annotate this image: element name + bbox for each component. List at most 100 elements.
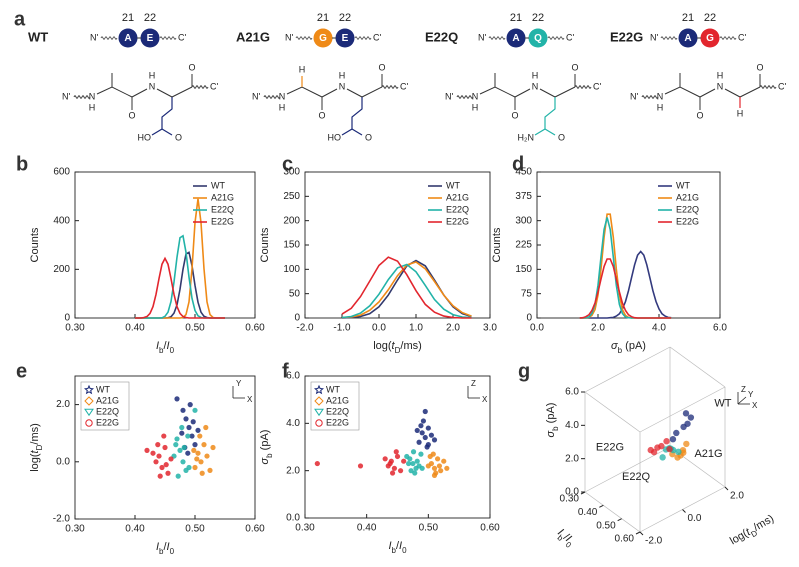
axis-label: σb (pA) [611,340,646,355]
c-terminus: C' [566,32,574,42]
fit-curve [341,261,472,319]
y-tick-label: 150 [515,264,532,275]
legend-box [80,381,130,431]
scatter-point [185,450,191,456]
scatter-point [654,444,661,451]
scatter-point [203,424,209,431]
atom-n: N [532,81,539,91]
residue-circle [313,28,333,48]
scatter-point [179,424,185,431]
x-tick-label: 0.50 [596,520,616,531]
scatter-point [687,414,695,421]
atom-h: H [339,70,346,80]
side-chain-atom: H [299,64,306,74]
y-tick-label: 200 [283,215,300,226]
scatter-point [431,437,438,443]
residue-circle [335,28,355,48]
scatter-point [663,438,670,445]
scatter-point [683,440,690,448]
scatter-point [393,449,399,455]
x-tick-label: 0.60 [245,323,265,334]
c-terminus: C' [210,81,218,91]
axis-label-part: 0 [564,540,574,550]
plot-frame [74,375,256,520]
scatter-point [387,460,393,467]
atom-n: N [279,91,286,101]
x-tick-label: 0.0 [372,323,386,334]
scatter-point [425,463,431,469]
side-chain-atom: HO [138,132,152,142]
y-tick-label: 100 [283,264,300,275]
x-tick-label: 0.60 [615,534,635,545]
y-tick-label: 400 [53,215,70,226]
scatter-point [394,453,401,460]
scatter-point [647,446,654,454]
y-tick-label: 450 [515,167,532,178]
backbone-wave [354,36,372,40]
axis-label: Ib/I0 [156,541,175,556]
legend-label: A21G [676,192,699,202]
axis-label-part: I [563,533,573,544]
n-terminus: N' [478,32,486,42]
legend-label: E22Q [211,204,234,214]
backbone-wave [660,36,678,40]
scatter-point [195,427,201,433]
y-tick-label: 50 [289,288,301,299]
backbone-wave [759,85,777,89]
scatter-point [174,436,180,442]
side-chain [544,128,556,136]
axis-label-part: D [395,346,401,355]
atom-o: O [318,110,325,120]
panel-letter: c [282,153,293,175]
scatter-point [155,442,161,448]
legend-marker [315,419,323,427]
legend-label: WT [211,180,225,190]
scatter-point [680,449,687,456]
legend-label: WT [676,180,690,190]
scatter-point [410,449,417,455]
backbone-wave [488,36,506,40]
x-tick-label: 0.40 [578,507,598,518]
scatter-point [419,430,425,436]
legend-label: E22Q [676,204,699,214]
y-tick-label: 600 [53,167,70,178]
atom-h: H [657,102,664,112]
y-tick-label: 150 [283,240,300,251]
scatter-point [186,424,192,431]
scatter-point [431,465,438,471]
atom-n: N [149,81,156,91]
x-tick-label: 2.0 [591,323,605,334]
x-tick [599,504,604,508]
scatter-point [210,444,216,451]
fit-curve [135,251,225,319]
y-tick-label: 4.0 [286,418,300,429]
axis-label-part: D [35,444,44,450]
panel-letter: a [14,8,26,30]
scatter-point [357,463,364,469]
backbone-wave [381,85,399,89]
residue-position: 21 [510,12,522,24]
backbone-wave [547,36,565,40]
scatter-point [425,442,431,448]
axis-label: Ib/I0 [388,540,407,555]
axis-label-part: / [561,531,572,543]
axis-glyph-label: Y [236,379,242,388]
y-tick-label: 375 [515,191,532,202]
atom-o: O [128,110,135,120]
x-tick-label: 6.0 [713,323,727,334]
cluster-label: WT [714,398,731,410]
z-tick-label: 4.0 [565,420,579,431]
atom-h: H [279,102,286,112]
x-tick-label: 0.30 [65,323,85,334]
plot-frame [304,375,491,519]
backbone [286,86,338,98]
scatter-point [389,470,396,476]
c-terminus: C' [400,81,408,91]
fit-curve [341,263,472,319]
c-terminus: C' [778,81,786,91]
box-edge [584,491,641,533]
axis-label-part: (pA) [622,340,646,352]
legend-marker [84,384,94,395]
axis-label-part: I [167,340,170,352]
scatter-point [204,453,210,459]
